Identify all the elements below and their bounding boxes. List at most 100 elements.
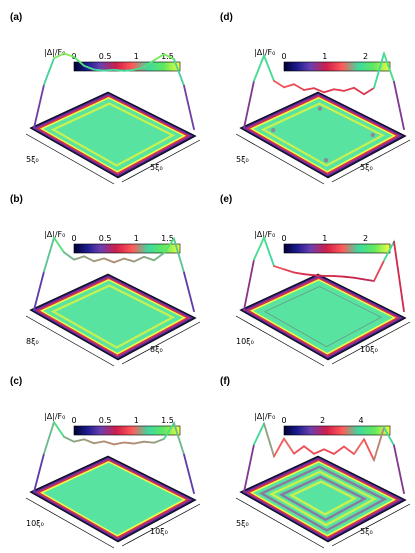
gap-profile-segment	[283, 83, 295, 89]
colorbar-gradient	[283, 61, 391, 72]
gap-profile-segment	[253, 54, 265, 82]
gap-profile-segment	[263, 422, 275, 458]
gap-profile-segment	[33, 452, 45, 493]
axis-label-right: 5ξ₀	[150, 163, 163, 172]
gap-profile-segment	[63, 435, 75, 443]
plate-interior	[43, 280, 183, 353]
panel-label: (d)	[220, 12, 233, 23]
gap-profile-segment	[83, 255, 95, 263]
colorbar-gradient	[283, 243, 391, 254]
colorbar-tick-label: 0.5	[99, 52, 112, 61]
plate-ring	[288, 480, 358, 516]
gap-profile-segment	[73, 438, 85, 443]
colorbar: 0 0.5 1 1.5	[71, 416, 181, 436]
gap-profile-segment	[393, 444, 405, 495]
gap-profile-segment	[363, 87, 375, 96]
gap-profile-segment	[153, 438, 165, 444]
gap-profile-segment	[343, 86, 355, 92]
gap-profile-segment	[263, 54, 275, 82]
gap-profile-segment	[133, 66, 145, 71]
colorbar-gradient	[73, 425, 181, 436]
colorbar-tick-label: 0	[281, 52, 286, 61]
gap-profile-segment	[393, 80, 405, 131]
colorbar-tick-label: 1	[322, 234, 327, 243]
axis-label-right: 5ξ₀	[360, 527, 373, 536]
axis-label-right: 10ξ₀	[150, 527, 168, 536]
gap-profile-segment	[103, 68, 115, 72]
gap-profile-segment	[373, 259, 385, 282]
gap-profile-segment	[143, 255, 155, 262]
plate-interior	[253, 98, 393, 171]
gap-profile-segment	[373, 52, 385, 89]
gap-profile-segment	[173, 58, 185, 87]
gap-profile-segment	[283, 437, 295, 455]
colorbar-gradient	[283, 425, 391, 436]
colorbar-tick-label: 1.5	[161, 234, 174, 243]
plate	[235, 91, 411, 185]
axis-line-right	[121, 503, 201, 547]
colorbar-tick-label: 0	[281, 416, 286, 425]
gap-profile-segment	[253, 422, 265, 446]
colorbar-tick-label: 1.5	[161, 416, 174, 425]
gap-profile-segment	[123, 257, 135, 263]
colorbar-title: |Δ|/F₀	[44, 48, 65, 57]
axis-label-right: 5ξ₀	[360, 163, 373, 172]
axis-label-left: 5ξ₀	[236, 155, 249, 164]
gap-profile-segment	[273, 437, 285, 458]
gap-profile-segment	[163, 237, 175, 254]
gap-profile-segment	[83, 438, 95, 445]
gap-profile-segment	[173, 422, 185, 456]
gap-profile-segment	[323, 448, 335, 455]
gap-profile-segment	[73, 56, 85, 67]
colorbar-title: |Δ|/F₀	[44, 230, 65, 239]
colorbar-tick-label: 0	[71, 234, 76, 243]
axis-label-left: 5ξ₀	[26, 155, 39, 164]
gap-profile-segment	[343, 445, 355, 455]
axis-line-left	[235, 497, 325, 549]
panel-c: (c) |Δ|/F₀ 0 0.5 1 1.5 10ξ₀ 10ξ₀	[10, 376, 201, 549]
plate-interior	[43, 98, 183, 171]
colorbar-tick-label: 2	[363, 234, 368, 243]
plate-dot	[323, 158, 329, 163]
gap-profile-segment	[133, 255, 145, 263]
axis-label-left: 5ξ₀	[236, 519, 249, 528]
gap-profile-segment	[63, 251, 75, 261]
axis-label-right: 8ξ₀	[150, 345, 163, 354]
plate-inner-ring	[50, 102, 176, 167]
gap-profile-segment	[113, 68, 125, 72]
plate-dot	[271, 128, 276, 133]
colorbar-title: |Δ|/F₀	[254, 48, 275, 57]
gap-profile-segment	[333, 275, 345, 278]
axis-line-right	[121, 139, 201, 183]
gap-profile-segment	[33, 83, 45, 129]
gap-profile-segment	[63, 52, 75, 58]
panel-e: (e) |Δ|/F₀ 0 1 2 10ξ₀ 10ξ₀	[220, 194, 411, 367]
panel-label: (c)	[10, 376, 22, 387]
colorbar-title: |Δ|/F₀	[254, 230, 275, 239]
plate	[25, 455, 201, 549]
gap-profile-segment	[243, 443, 255, 493]
colorbar-tick-label: 0	[71, 416, 76, 425]
gap-profile-segment	[183, 84, 195, 131]
colorbar-tick-label: 1	[134, 416, 139, 425]
colorbar: 0 2 4	[281, 416, 391, 436]
axis-label-left: 10ξ₀	[236, 337, 254, 346]
gap-profile-segment	[353, 276, 365, 281]
colorbar: 0 0.5 1 1.5	[71, 234, 181, 254]
gap-profile-segment	[53, 421, 65, 438]
axis-line-left	[235, 133, 325, 185]
gap-profile-segment	[383, 426, 395, 447]
plate-ring	[268, 470, 378, 527]
gap-profile-segment	[123, 69, 135, 72]
gap-profile-segment	[93, 257, 105, 263]
panel-a: (a) |Δ|/F₀ 00.511.5 5ξ₀ 5ξ₀	[10, 12, 201, 185]
plate-inner-ring	[50, 284, 176, 349]
gap-profile-segment	[363, 278, 375, 282]
colorbar-tick-label: 0	[281, 234, 286, 243]
gap-profile-segment	[53, 52, 65, 60]
gap-profile-segment	[153, 252, 165, 262]
colorbar-tick-label: 4	[359, 416, 364, 425]
gap-profile-segment	[53, 236, 65, 254]
gap-profile-segment	[183, 271, 195, 313]
gap-profile-segment	[343, 275, 355, 279]
